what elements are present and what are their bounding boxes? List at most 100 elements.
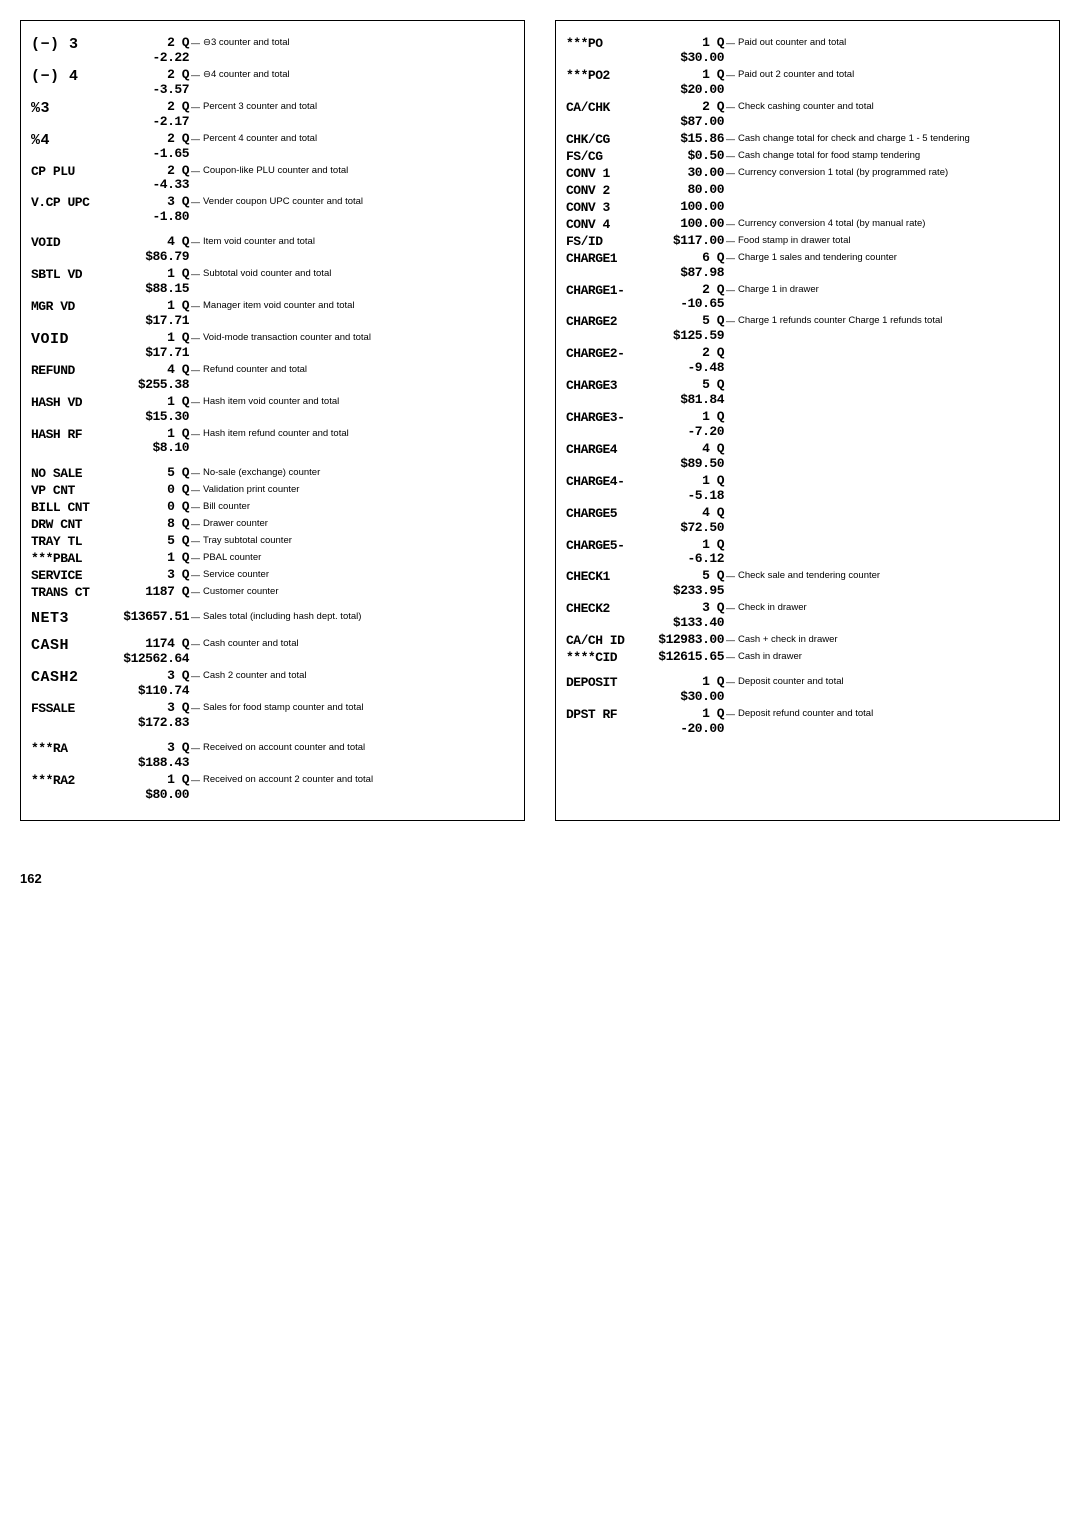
value-line: 5 Q — [167, 534, 189, 549]
row-label: MGR VD — [31, 299, 109, 314]
value-line: 1 Q — [702, 474, 724, 489]
row-label: CHARGE4- — [566, 474, 644, 489]
value-line: $233.95 — [673, 584, 724, 599]
report-row: ****CID$12615.65Cash in drawer — [566, 650, 1049, 665]
row-label: REFUND — [31, 363, 109, 378]
report-row: CHARGE1-2 Q-10.65Charge 1 in drawer — [566, 283, 1049, 313]
value-line: $188.43 — [138, 756, 189, 771]
row-label: ****CID — [566, 650, 644, 665]
value-line: $88.15 — [145, 282, 189, 297]
row-label: TRAY TL — [31, 534, 109, 549]
row-values: 5 Q — [109, 466, 189, 481]
row-values: 6 Q$87.98 — [644, 251, 724, 281]
row-label: CASH2 — [31, 669, 109, 686]
report-row: CHARGE3-1 Q-7.20. — [566, 410, 1049, 440]
report-row: CHARGE16 Q$87.98Charge 1 sales and tende… — [566, 251, 1049, 281]
row-values: 0 Q — [109, 483, 189, 498]
report-row: SERVICE3 QService counter — [31, 568, 514, 583]
row-description: Paid out counter and total — [724, 36, 1049, 49]
value-line: 100.00 — [680, 200, 724, 215]
report-row: CONV 3100.00. — [566, 200, 1049, 215]
value-line: $255.38 — [138, 378, 189, 393]
row-label: CP PLU — [31, 164, 109, 179]
value-line: 5 Q — [702, 569, 724, 584]
right-column: ***PO1 Q$30.00Paid out counter and total… — [555, 20, 1060, 821]
value-line: 4 Q — [167, 235, 189, 250]
row-values: 5 Q$233.95 — [644, 569, 724, 599]
value-line: 8 Q — [167, 517, 189, 532]
report-row: CONV 280.00. — [566, 183, 1049, 198]
row-label: DEPOSIT — [566, 675, 644, 690]
value-line: 5 Q — [702, 378, 724, 393]
value-line: 0 Q — [167, 500, 189, 515]
value-line: 2 Q — [167, 164, 189, 179]
report-row: CHARGE35 Q$81.84. — [566, 378, 1049, 408]
row-label: DPST RF — [566, 707, 644, 722]
report-row: VOID4 Q$86.79Item void counter and total — [31, 235, 514, 265]
row-values: 5 Q$125.59 — [644, 314, 724, 344]
row-values: 1 Q — [109, 551, 189, 566]
row-label: CONV 1 — [566, 166, 644, 181]
row-values: 8 Q — [109, 517, 189, 532]
report-row: ***PBAL1 QPBAL counter — [31, 551, 514, 566]
value-line: 1187 Q — [145, 585, 189, 600]
row-values: 2 Q-4.33 — [109, 164, 189, 194]
row-values: 3 Q$110.74 — [109, 669, 189, 699]
value-line: -5.18 — [687, 489, 724, 504]
row-values: 2 Q-2.22 — [109, 36, 189, 66]
value-line: $87.00 — [680, 115, 724, 130]
value-line: $81.84 — [680, 393, 724, 408]
row-description: Received on account counter and total — [189, 741, 514, 754]
report-row: %32 Q-2.17Percent 3 counter and total — [31, 100, 514, 130]
row-label: VOID — [31, 235, 109, 250]
row-description: Percent 3 counter and total — [189, 100, 514, 113]
value-line: $12562.64 — [123, 652, 189, 667]
report-row: DPST RF1 Q-20.00Deposit refund counter a… — [566, 707, 1049, 737]
report-row: CHARGE5-1 Q-6.12. — [566, 538, 1049, 568]
value-line: 80.00 — [687, 183, 724, 198]
row-values: 1 Q$30.00 — [644, 675, 724, 705]
value-line: 1 Q — [167, 267, 189, 282]
row-values: 1 Q-20.00 — [644, 707, 724, 737]
row-values: 3 Q$188.43 — [109, 741, 189, 771]
row-description: Sales for food stamp counter and total — [189, 701, 514, 714]
report-row: NET3$13657.51Sales total (including hash… — [31, 610, 514, 627]
value-line: $8.10 — [152, 441, 189, 456]
value-line: $87.98 — [680, 266, 724, 281]
value-line: 4 Q — [702, 442, 724, 457]
report-row: ***RA3 Q$188.43Received on account count… — [31, 741, 514, 771]
row-description: Charge 1 sales and tendering counter — [724, 251, 1049, 264]
value-line: -7.20 — [687, 425, 724, 440]
row-label: V.CP UPC — [31, 195, 109, 210]
row-label: ***PO — [566, 36, 644, 51]
report-row: CHARGE4-1 Q-5.18. — [566, 474, 1049, 504]
row-values: $13657.51 — [109, 610, 189, 625]
value-line: -4.33 — [152, 178, 189, 193]
value-line: 6 Q — [702, 251, 724, 266]
report-row: CP PLU2 Q-4.33Coupon-like PLU counter an… — [31, 164, 514, 194]
row-values: 4 Q$72.50 — [644, 506, 724, 536]
value-line: 3 Q — [167, 568, 189, 583]
row-label: FSSALE — [31, 701, 109, 716]
row-label: CHECK1 — [566, 569, 644, 584]
value-line: 30.00 — [687, 166, 724, 181]
report-row: CONV 130.00Currency conversion 1 total (… — [566, 166, 1049, 181]
row-values: 3 Q$172.83 — [109, 701, 189, 731]
report-row: CHECK23 Q$133.40Check in drawer — [566, 601, 1049, 631]
row-label: CHARGE5- — [566, 538, 644, 553]
row-label: SBTL VD — [31, 267, 109, 282]
value-line: -1.80 — [152, 210, 189, 225]
row-label: CHECK2 — [566, 601, 644, 616]
row-label: ***PBAL — [31, 551, 109, 566]
value-line: 2 Q — [167, 132, 189, 147]
row-values: 1174 Q$12562.64 — [109, 637, 189, 667]
report-row: CHECK15 Q$233.95Check sale and tendering… — [566, 569, 1049, 599]
value-line: $17.71 — [145, 314, 189, 329]
report-row: FSSALE3 Q$172.83Sales for food stamp cou… — [31, 701, 514, 731]
row-values: 0 Q — [109, 500, 189, 515]
row-description: Received on account 2 counter and total — [189, 773, 514, 786]
value-line: $30.00 — [680, 51, 724, 66]
row-description: Food stamp in drawer total — [724, 234, 1049, 247]
row-label: NET3 — [31, 610, 109, 627]
row-label: %4 — [31, 132, 109, 149]
